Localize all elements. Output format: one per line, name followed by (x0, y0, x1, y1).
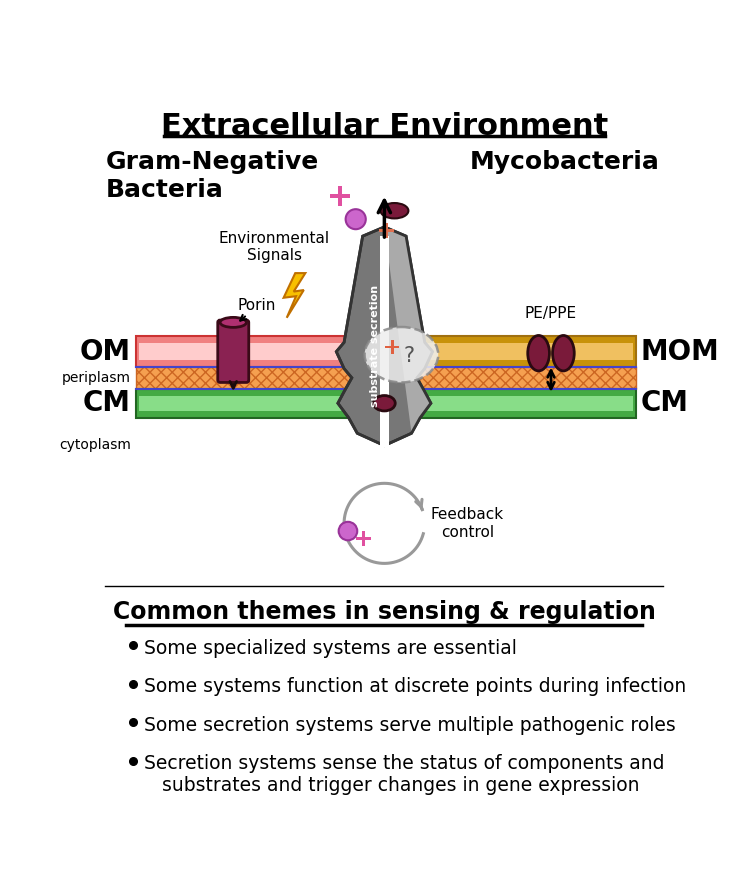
Text: Gram-Negative
Bacteria: Gram-Negative Bacteria (105, 150, 319, 202)
Polygon shape (384, 227, 433, 446)
Bar (136, 336, 353, 367)
Bar (136, 389, 353, 417)
Text: cytoplasm: cytoplasm (59, 438, 131, 452)
Bar (379, 229, 394, 232)
Text: Environmental
Signals: Environmental Signals (219, 231, 330, 263)
Bar (380, 236, 389, 447)
Text: PE/PPE: PE/PPE (525, 306, 577, 321)
Bar (391, 340, 394, 354)
Text: MOM: MOM (640, 338, 718, 366)
Bar (419, 343, 633, 360)
Text: Feedback
control: Feedback control (430, 507, 504, 539)
Text: Some secretion systems serve multiple pathogenic roles: Some secretion systems serve multiple pa… (144, 716, 676, 735)
Text: Common themes in sensing & regulation: Common themes in sensing & regulation (113, 601, 656, 624)
Circle shape (346, 210, 366, 229)
Text: Extracellular Environment: Extracellular Environment (160, 112, 608, 141)
Ellipse shape (220, 317, 247, 327)
Text: Some specialized systems are essential: Some specialized systems are essential (144, 638, 517, 658)
Bar (386, 346, 399, 348)
Circle shape (339, 522, 357, 540)
Text: CM: CM (640, 389, 688, 417)
Text: OM: OM (80, 338, 131, 366)
Bar (356, 537, 371, 540)
Text: Mycobacteria: Mycobacteria (470, 150, 659, 174)
Bar (416, 367, 636, 389)
Bar (140, 396, 350, 411)
Text: Secretion systems sense the status of components and
   substrates and trigger c: Secretion systems sense the status of co… (144, 754, 664, 795)
Ellipse shape (380, 203, 409, 218)
Text: Some systems function at discrete points during infection: Some systems function at discrete points… (144, 677, 686, 696)
Polygon shape (284, 273, 305, 317)
Ellipse shape (364, 327, 438, 382)
Bar (362, 531, 365, 546)
Bar (419, 396, 633, 411)
Text: ?: ? (404, 346, 415, 367)
Bar (330, 194, 350, 198)
Ellipse shape (374, 396, 395, 411)
Text: periplasm: periplasm (62, 371, 131, 385)
Ellipse shape (553, 336, 574, 371)
Ellipse shape (528, 336, 550, 371)
Text: Porin: Porin (237, 298, 275, 313)
Bar (385, 223, 388, 239)
Bar (136, 367, 353, 389)
FancyBboxPatch shape (217, 320, 249, 382)
Polygon shape (336, 227, 433, 446)
Bar (140, 343, 350, 360)
Text: CM: CM (83, 389, 131, 417)
Bar (338, 186, 342, 206)
Text: substrate secretion: substrate secretion (370, 285, 380, 407)
Bar (416, 336, 636, 367)
Bar (416, 389, 636, 417)
